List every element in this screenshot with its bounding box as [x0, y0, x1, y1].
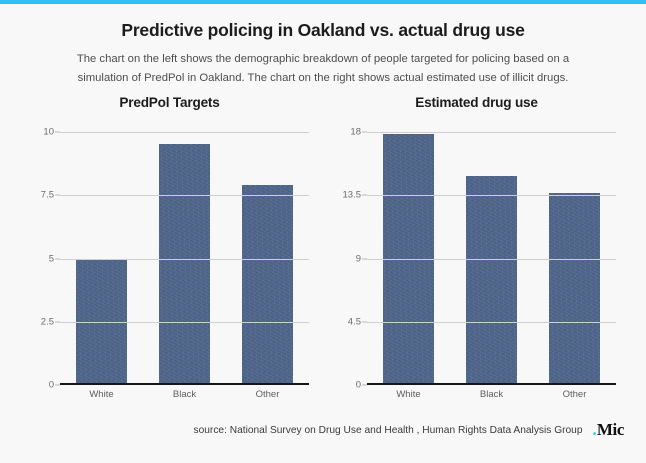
y-axis-tick-label: 10: [43, 126, 54, 138]
mic-logo: . Mic: [592, 420, 625, 440]
bar-series-estimated-drug-use: [367, 132, 616, 385]
chart-title-estimated-drug-use: Estimated drug use: [415, 95, 538, 111]
top-accent-bar: [0, 0, 646, 4]
bar-slot: [533, 132, 616, 385]
bar-other[interactable]: [548, 192, 601, 385]
mic-logo-text: Mic: [596, 420, 625, 439]
page-subtitle: The chart on the left shows the demograp…: [34, 50, 612, 87]
header: Predictive policing in Oakland vs. actua…: [0, 4, 646, 87]
y-axis-tick-label: 18: [350, 126, 361, 138]
gridline: [367, 321, 616, 323]
y-axis-tick-mark: [55, 194, 60, 196]
y-axis-tick-label: 13.5: [342, 189, 362, 201]
plot-area-predpol-targets: 0 2.5 5 7.5 10 White Black Other: [30, 127, 309, 407]
x-axis-line-estimated-drug-use: [367, 383, 616, 385]
y-axis-tick-mark: [55, 258, 60, 260]
chart-panel-predpol-targets: PredPol Targets 0 2.5 5 7.5 10 White Black Oth…: [16, 95, 323, 407]
x-axis-label-black: Black: [172, 389, 197, 400]
y-axis-tick-mark: [362, 194, 367, 196]
bar-series-predpol-targets: [60, 132, 309, 385]
plot-inner-predpol-targets: [60, 132, 309, 385]
bar-slot: [367, 132, 450, 385]
x-axis-label-white: White: [396, 389, 421, 400]
y-axis-tick-label: 5: [48, 253, 54, 265]
gridline: [60, 258, 309, 260]
bar-other[interactable]: [241, 185, 294, 385]
x-axis-label-black: Black: [479, 389, 504, 400]
subtitle-line-2: simulation of PredPol in Oakland. The ch…: [77, 71, 569, 84]
source-note: source: National Survey on Drug Use and …: [193, 424, 583, 436]
chart-panel-estimated-drug-use: Estimated drug use 0 4.5 9 13.5 18 White Blac…: [323, 95, 630, 407]
plot-canvas-estimated-drug-use: White Black Other: [367, 132, 616, 407]
y-axis-tick-mark: [362, 384, 367, 386]
x-axis-labels-predpol-targets: White Black Other: [60, 385, 309, 407]
mic-logo-dot: .: [592, 420, 597, 439]
y-axis-tick-mark: [362, 258, 367, 260]
plot-area-estimated-drug-use: 0 4.5 9 13.5 18 White Black Other: [337, 127, 616, 407]
y-axis-tick-label: 2.5: [40, 316, 54, 328]
bar-slot: [143, 132, 226, 385]
y-axis-tick-mark: [55, 384, 60, 386]
y-axis-tick-mark: [362, 131, 367, 133]
x-axis-label-white: White: [89, 389, 114, 400]
charts-container: PredPol Targets 0 2.5 5 7.5 10 White Black Oth…: [0, 87, 646, 407]
bar-slot: [226, 132, 309, 385]
bar-slot: [450, 132, 533, 385]
y-axis-estimated-drug-use: 0 4.5 9 13.5 18: [337, 127, 367, 407]
page-title: Predictive policing in Oakland vs. actua…: [121, 20, 525, 40]
gridline: [367, 258, 616, 260]
x-axis-label-other: Other: [255, 389, 280, 400]
plot-canvas-predpol-targets: White Black Other: [60, 132, 309, 407]
y-axis-tick-mark: [362, 321, 367, 323]
bar-black[interactable]: [158, 143, 211, 385]
gridline: [60, 132, 309, 134]
plot-inner-estimated-drug-use: [367, 132, 616, 385]
gridline: [367, 195, 616, 197]
y-axis-predpol-targets: 0 2.5 5 7.5 10: [30, 127, 60, 407]
bar-black[interactable]: [465, 175, 518, 385]
footer: source: National Survey on Drug Use and …: [0, 407, 646, 463]
y-axis-tick-label: 9: [355, 253, 361, 265]
gridline: [367, 132, 616, 134]
chart-title-predpol-targets: PredPol Targets: [119, 95, 220, 111]
x-axis-label-other: Other: [562, 389, 587, 400]
gridline: [60, 321, 309, 323]
y-axis-tick-mark: [55, 321, 60, 323]
y-axis-tick-label: 7.5: [40, 189, 54, 201]
bar-white[interactable]: [382, 134, 435, 385]
gridline: [60, 195, 309, 197]
x-axis-labels-estimated-drug-use: White Black Other: [367, 385, 616, 407]
y-axis-tick-label: 0: [48, 379, 54, 391]
x-axis-line-predpol-targets: [60, 383, 309, 385]
y-axis-tick-label: 0: [355, 379, 361, 391]
y-axis-tick-label: 4.5: [347, 316, 361, 328]
subtitle-line-1: The chart on the left shows the demograp…: [76, 53, 570, 65]
y-axis-tick-mark: [55, 131, 60, 133]
